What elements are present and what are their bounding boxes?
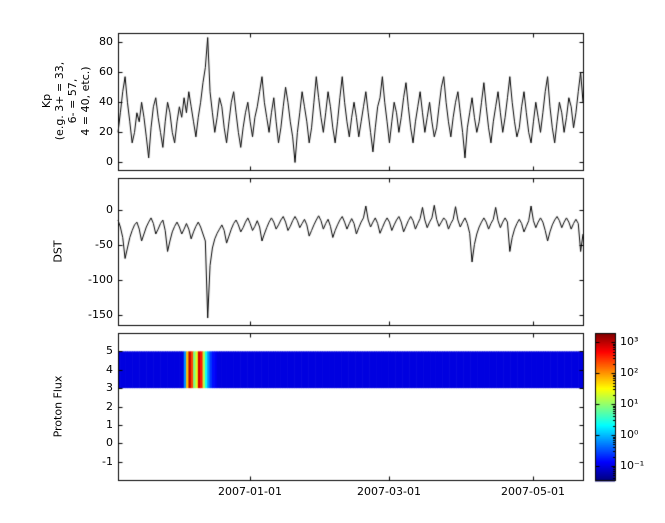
proton_flux-y-tick-label: 2 — [106, 400, 113, 413]
dst-axis-label: DST — [51, 240, 65, 263]
kp-y-tick-label: 60 — [99, 65, 113, 78]
colorbar-tick-label: 10⁻¹ — [620, 459, 645, 472]
colorbar-tick-label: 10⁰ — [620, 428, 639, 441]
proton_flux-y-tick-label: 0 — [106, 436, 113, 449]
kp-y-tick-label: 0 — [106, 155, 113, 168]
colorbar-tick-label: 10³ — [620, 335, 639, 348]
proton-flux-axis-label: Proton Flux — [51, 375, 65, 438]
kp-y-tick-label: 20 — [99, 125, 113, 138]
dst-y-tick-label: -100 — [88, 273, 113, 286]
dst-y-tick-label: 0 — [106, 203, 113, 216]
x-tick-label: 2007-05-01 — [501, 485, 565, 498]
x-tick-label: 2007-03-01 — [357, 485, 421, 498]
x-tick-label: 2007-01-01 — [218, 485, 282, 498]
proton_flux-y-tick-label: -1 — [102, 455, 113, 468]
proton_flux-y-tick-label: 1 — [106, 418, 113, 431]
dst-y-tick-label: -50 — [95, 238, 113, 251]
dst-y-tick-label: -150 — [88, 308, 113, 321]
kp-y-tick-label: 40 — [99, 95, 113, 108]
kp-y-tick-label: 80 — [99, 35, 113, 48]
colorbar-tick-label: 10¹ — [620, 397, 639, 410]
proton_flux-y-tick-label: 3 — [106, 381, 113, 394]
proton_flux-y-tick-label: 5 — [106, 344, 113, 357]
proton_flux-y-tick-label: 4 — [106, 363, 113, 376]
colorbar-tick-label: 10² — [620, 366, 639, 379]
